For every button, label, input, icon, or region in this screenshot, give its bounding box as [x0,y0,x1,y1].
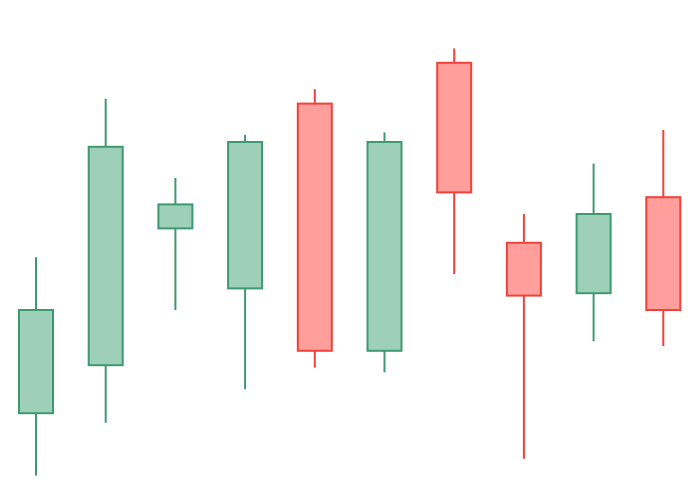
candle-5-body [296,102,333,352]
candle-7-body [436,61,473,194]
candle-10-body [645,196,682,311]
candle-9 [575,163,612,342]
candle-1-body [18,309,54,415]
candle-6-body [366,141,403,352]
candle-4-body [227,141,264,290]
candle-2 [87,98,124,423]
candle-7 [436,48,473,274]
candle-8 [505,214,542,459]
candle-9-body [575,213,612,295]
candle-10 [645,130,682,346]
candle-6 [366,132,403,373]
candle-2-body [87,145,124,367]
candle-1 [18,257,54,476]
candle-4 [227,134,264,390]
candle-3 [157,178,194,310]
candles-group [18,48,682,476]
candle-3-body [157,203,194,230]
candle-5 [296,89,333,368]
candle-8-body [505,241,542,297]
